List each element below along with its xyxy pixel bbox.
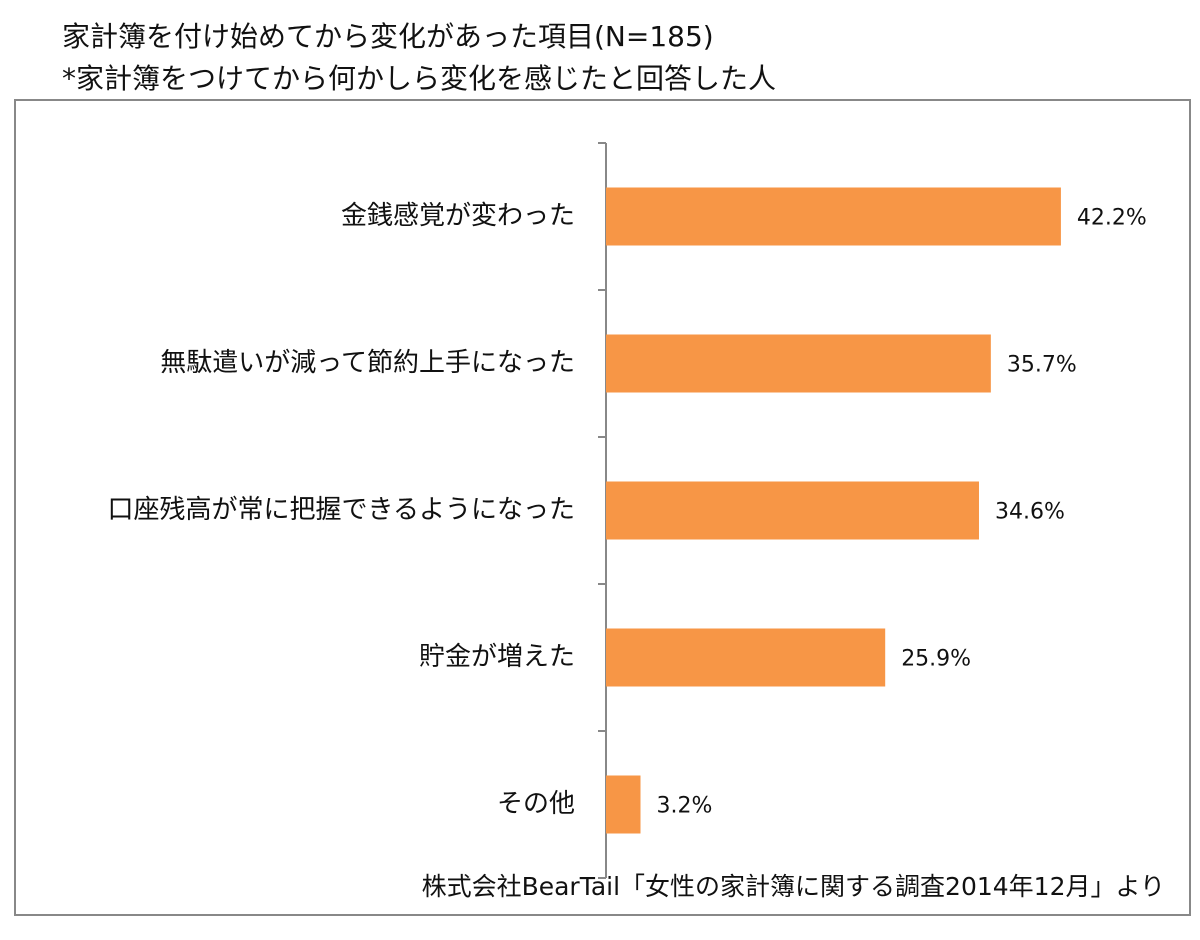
bar — [606, 334, 991, 393]
bar — [606, 187, 1061, 246]
value-label: 35.7% — [1007, 353, 1077, 378]
category-label: 金銭感覚が変わった — [341, 201, 575, 231]
category-label: 無駄遣いが減って節約上手になった — [160, 348, 575, 378]
bar — [606, 481, 979, 540]
chart-title: 家計簿を付け始めてから変化があった項目(N=185) — [62, 20, 714, 53]
source-note: 株式会社BearTail「女性の家計簿に関する調査2014年12月」より — [422, 872, 1165, 901]
category-label: 貯金が増えた — [419, 642, 575, 672]
value-label: 3.2% — [656, 794, 712, 819]
category-label: その他 — [497, 789, 575, 819]
chart-subtitle: *家計簿をつけてから何かしら変化を感じたと回答した人 — [62, 62, 776, 95]
bar — [606, 628, 886, 687]
value-label: 34.6% — [995, 500, 1065, 525]
value-label: 25.9% — [901, 647, 971, 672]
category-label: 口座残高が常に把握できるようになった — [108, 495, 575, 525]
value-label: 42.2% — [1077, 206, 1147, 231]
bar — [606, 775, 641, 834]
